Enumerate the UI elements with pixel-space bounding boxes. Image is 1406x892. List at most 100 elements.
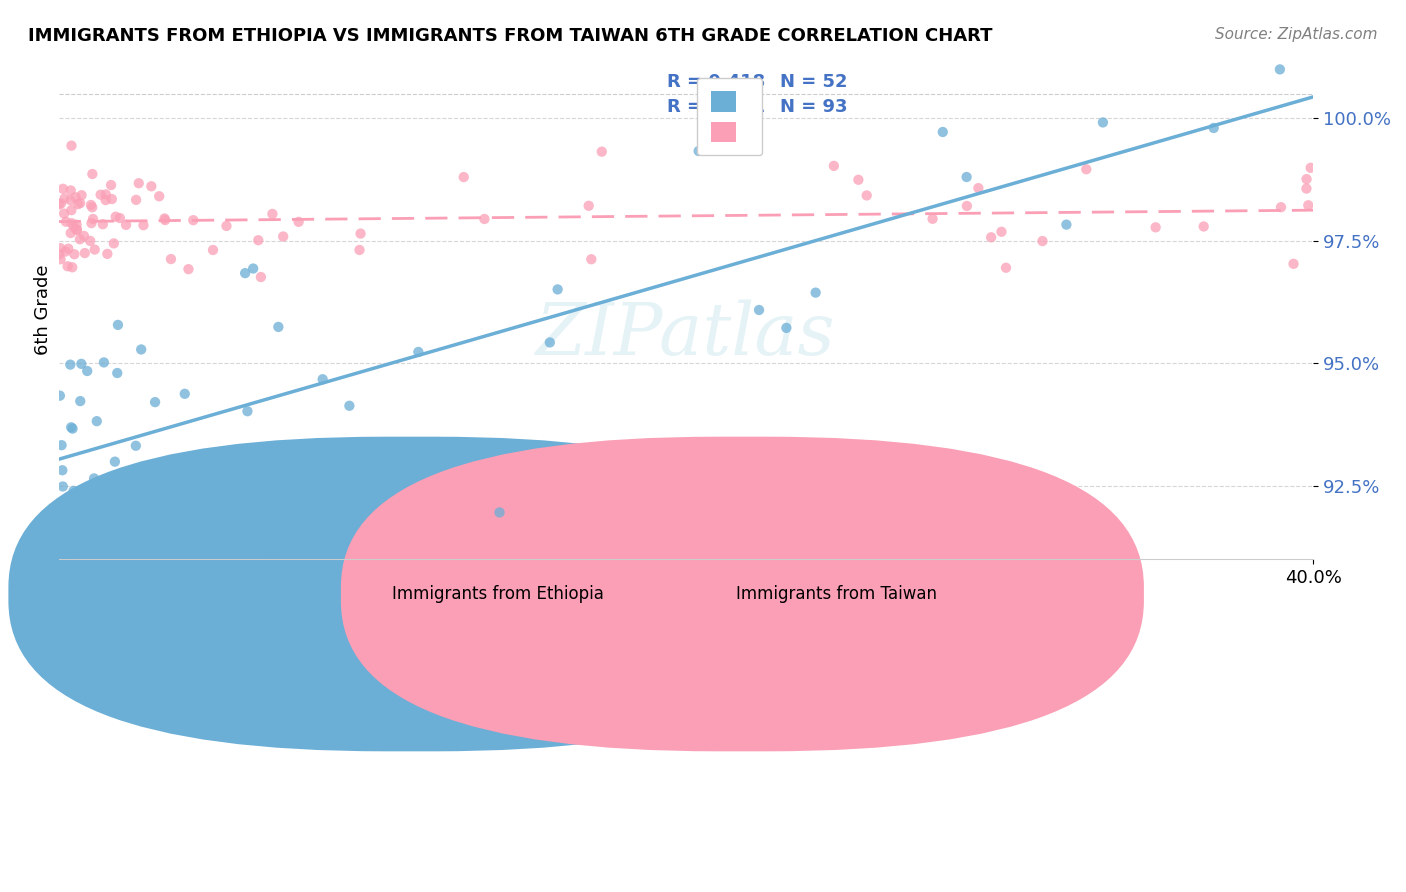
Point <box>804 285 827 300</box>
Point <box>1330 248 1353 262</box>
Point <box>453 170 475 185</box>
Point <box>688 144 710 158</box>
Point <box>129 343 152 357</box>
Point <box>1295 181 1317 195</box>
Point <box>49 196 72 211</box>
Point <box>1091 115 1114 129</box>
Legend: , : , <box>697 78 762 155</box>
Point <box>49 241 72 255</box>
Point <box>73 246 96 260</box>
Point <box>77 520 100 534</box>
Point <box>63 247 86 261</box>
Point <box>49 389 72 403</box>
Point <box>53 191 76 205</box>
Point <box>62 483 84 498</box>
Text: Source: ZipAtlas.com: Source: ZipAtlas.com <box>1215 27 1378 42</box>
Point <box>1268 62 1291 77</box>
Point <box>748 303 770 318</box>
Point <box>104 535 127 549</box>
Y-axis label: 6th Grade: 6th Grade <box>34 264 52 355</box>
Point <box>70 188 93 202</box>
Text: N = 52: N = 52 <box>780 73 848 91</box>
Point <box>69 394 91 409</box>
Point <box>177 262 200 277</box>
Point <box>250 270 273 285</box>
Point <box>125 193 148 207</box>
Point <box>1295 172 1317 186</box>
Point <box>823 159 845 173</box>
Point <box>1192 219 1215 234</box>
Point <box>69 232 91 246</box>
Point <box>1076 162 1098 177</box>
Point <box>990 225 1012 239</box>
Point <box>125 439 148 453</box>
Point <box>956 199 979 213</box>
Point <box>93 355 115 369</box>
Point <box>83 471 105 485</box>
Text: ZIPatlas: ZIPatlas <box>536 299 835 369</box>
Point <box>63 219 86 234</box>
Point <box>259 552 281 566</box>
Point <box>855 188 877 202</box>
Point <box>101 192 124 206</box>
Point <box>90 187 112 202</box>
Point <box>967 181 990 195</box>
Point <box>82 212 104 227</box>
Point <box>96 247 118 261</box>
Point <box>56 552 79 566</box>
Point <box>60 138 83 153</box>
Point <box>955 169 977 184</box>
Text: Immigrants from Taiwan: Immigrants from Taiwan <box>735 585 936 603</box>
Point <box>349 243 371 257</box>
Point <box>488 505 510 519</box>
Point <box>80 198 103 212</box>
Point <box>143 395 166 409</box>
Point <box>104 455 127 469</box>
Point <box>86 414 108 428</box>
Point <box>65 190 87 204</box>
Point <box>474 211 496 226</box>
Point <box>70 357 93 371</box>
Point <box>115 218 138 232</box>
Point <box>132 218 155 232</box>
Point <box>242 261 264 276</box>
Point <box>76 364 98 378</box>
Point <box>262 207 284 221</box>
Point <box>159 479 181 493</box>
Point <box>148 189 170 203</box>
Point <box>66 222 89 236</box>
Point <box>932 125 955 139</box>
Point <box>65 218 87 232</box>
Point <box>60 420 83 434</box>
Point <box>94 187 117 202</box>
Point <box>339 399 361 413</box>
Point <box>181 213 204 227</box>
Point <box>311 372 333 386</box>
Point <box>591 145 613 159</box>
Point <box>59 193 82 207</box>
Point <box>153 213 176 227</box>
Point <box>62 422 84 436</box>
Point <box>921 211 943 226</box>
Point <box>128 176 150 190</box>
Point <box>51 438 73 452</box>
Point <box>201 243 224 257</box>
Point <box>82 200 104 214</box>
Point <box>1299 161 1322 175</box>
Point <box>60 552 83 566</box>
Point <box>104 210 127 224</box>
Point <box>1270 200 1292 214</box>
Point <box>66 197 89 211</box>
Point <box>538 335 561 350</box>
Point <box>581 252 603 267</box>
Point <box>1031 234 1053 248</box>
Point <box>349 227 371 241</box>
Point <box>107 318 129 332</box>
Point <box>1054 218 1077 232</box>
Point <box>59 226 82 240</box>
Point <box>247 233 270 247</box>
Point <box>408 345 430 359</box>
Text: N = 93: N = 93 <box>780 98 848 116</box>
Point <box>1296 198 1319 212</box>
Point <box>980 230 1002 244</box>
